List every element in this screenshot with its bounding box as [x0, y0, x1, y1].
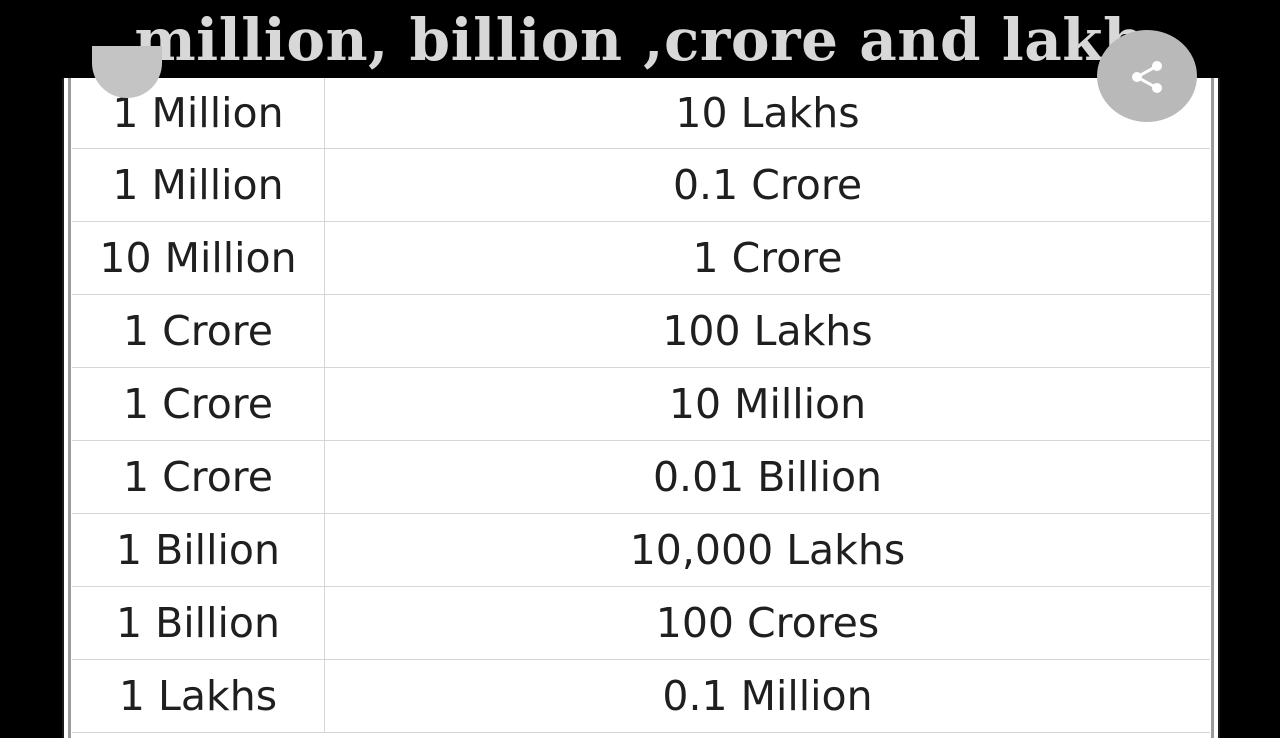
sheet-border-left [68, 78, 71, 738]
video-title: million, billion ,crore and lakh [134, 6, 1146, 74]
sheet-border-right [1211, 78, 1214, 738]
table-row: 1 Crore 10 Million [72, 367, 1210, 441]
cell-right: 0.1 Million [324, 659, 1210, 733]
cell-right: 10 Million [324, 367, 1210, 441]
table-row: 1 Crore 0.01 Billion [72, 440, 1210, 514]
cell-left: 1 Lakhs [72, 659, 325, 733]
cell-right: 10 Lakhs [324, 78, 1210, 149]
cell-right: 10,000 Lakhs [324, 513, 1210, 587]
cell-left: 1 Billion [72, 586, 325, 660]
table-row: 1 Billion 10,000 Lakhs [72, 513, 1210, 587]
cell-left: 1 Crore [72, 367, 325, 441]
cell-left: 1 Crore [72, 440, 325, 514]
cell-right: 0.1 Crore [324, 148, 1210, 222]
cell-right: 0.01 Billion [324, 440, 1210, 514]
table-row: 1 Crore 100 Lakhs [72, 294, 1210, 368]
table-row: 1 Million 10 Lakhs [72, 78, 1210, 149]
table-row: 10 Million 1 Crore [72, 221, 1210, 295]
cell-left: 1 Crore [72, 294, 325, 368]
cell-left: 1 Million [72, 148, 325, 222]
share-button[interactable] [1097, 30, 1197, 122]
cell-right: 1 Crore [324, 221, 1210, 295]
table-row: 1 Lakhs 0.1 Million [72, 659, 1210, 733]
cell-right: 100 Lakhs [324, 294, 1210, 368]
table-row: 1 Million 0.1 Crore [72, 148, 1210, 222]
table-row: 1 Billion 100 Crores [72, 586, 1210, 660]
share-icon [1132, 61, 1162, 93]
cell-left: 1 Billion [72, 513, 325, 587]
conversion-sheet: 1 Million 10 Lakhs 1 Million 0.1 Crore 1… [62, 78, 1220, 738]
cell-right: 100 Crores [324, 586, 1210, 660]
cell-left: 10 Million [72, 221, 325, 295]
conversion-table: 1 Million 10 Lakhs 1 Million 0.1 Crore 1… [72, 78, 1210, 733]
